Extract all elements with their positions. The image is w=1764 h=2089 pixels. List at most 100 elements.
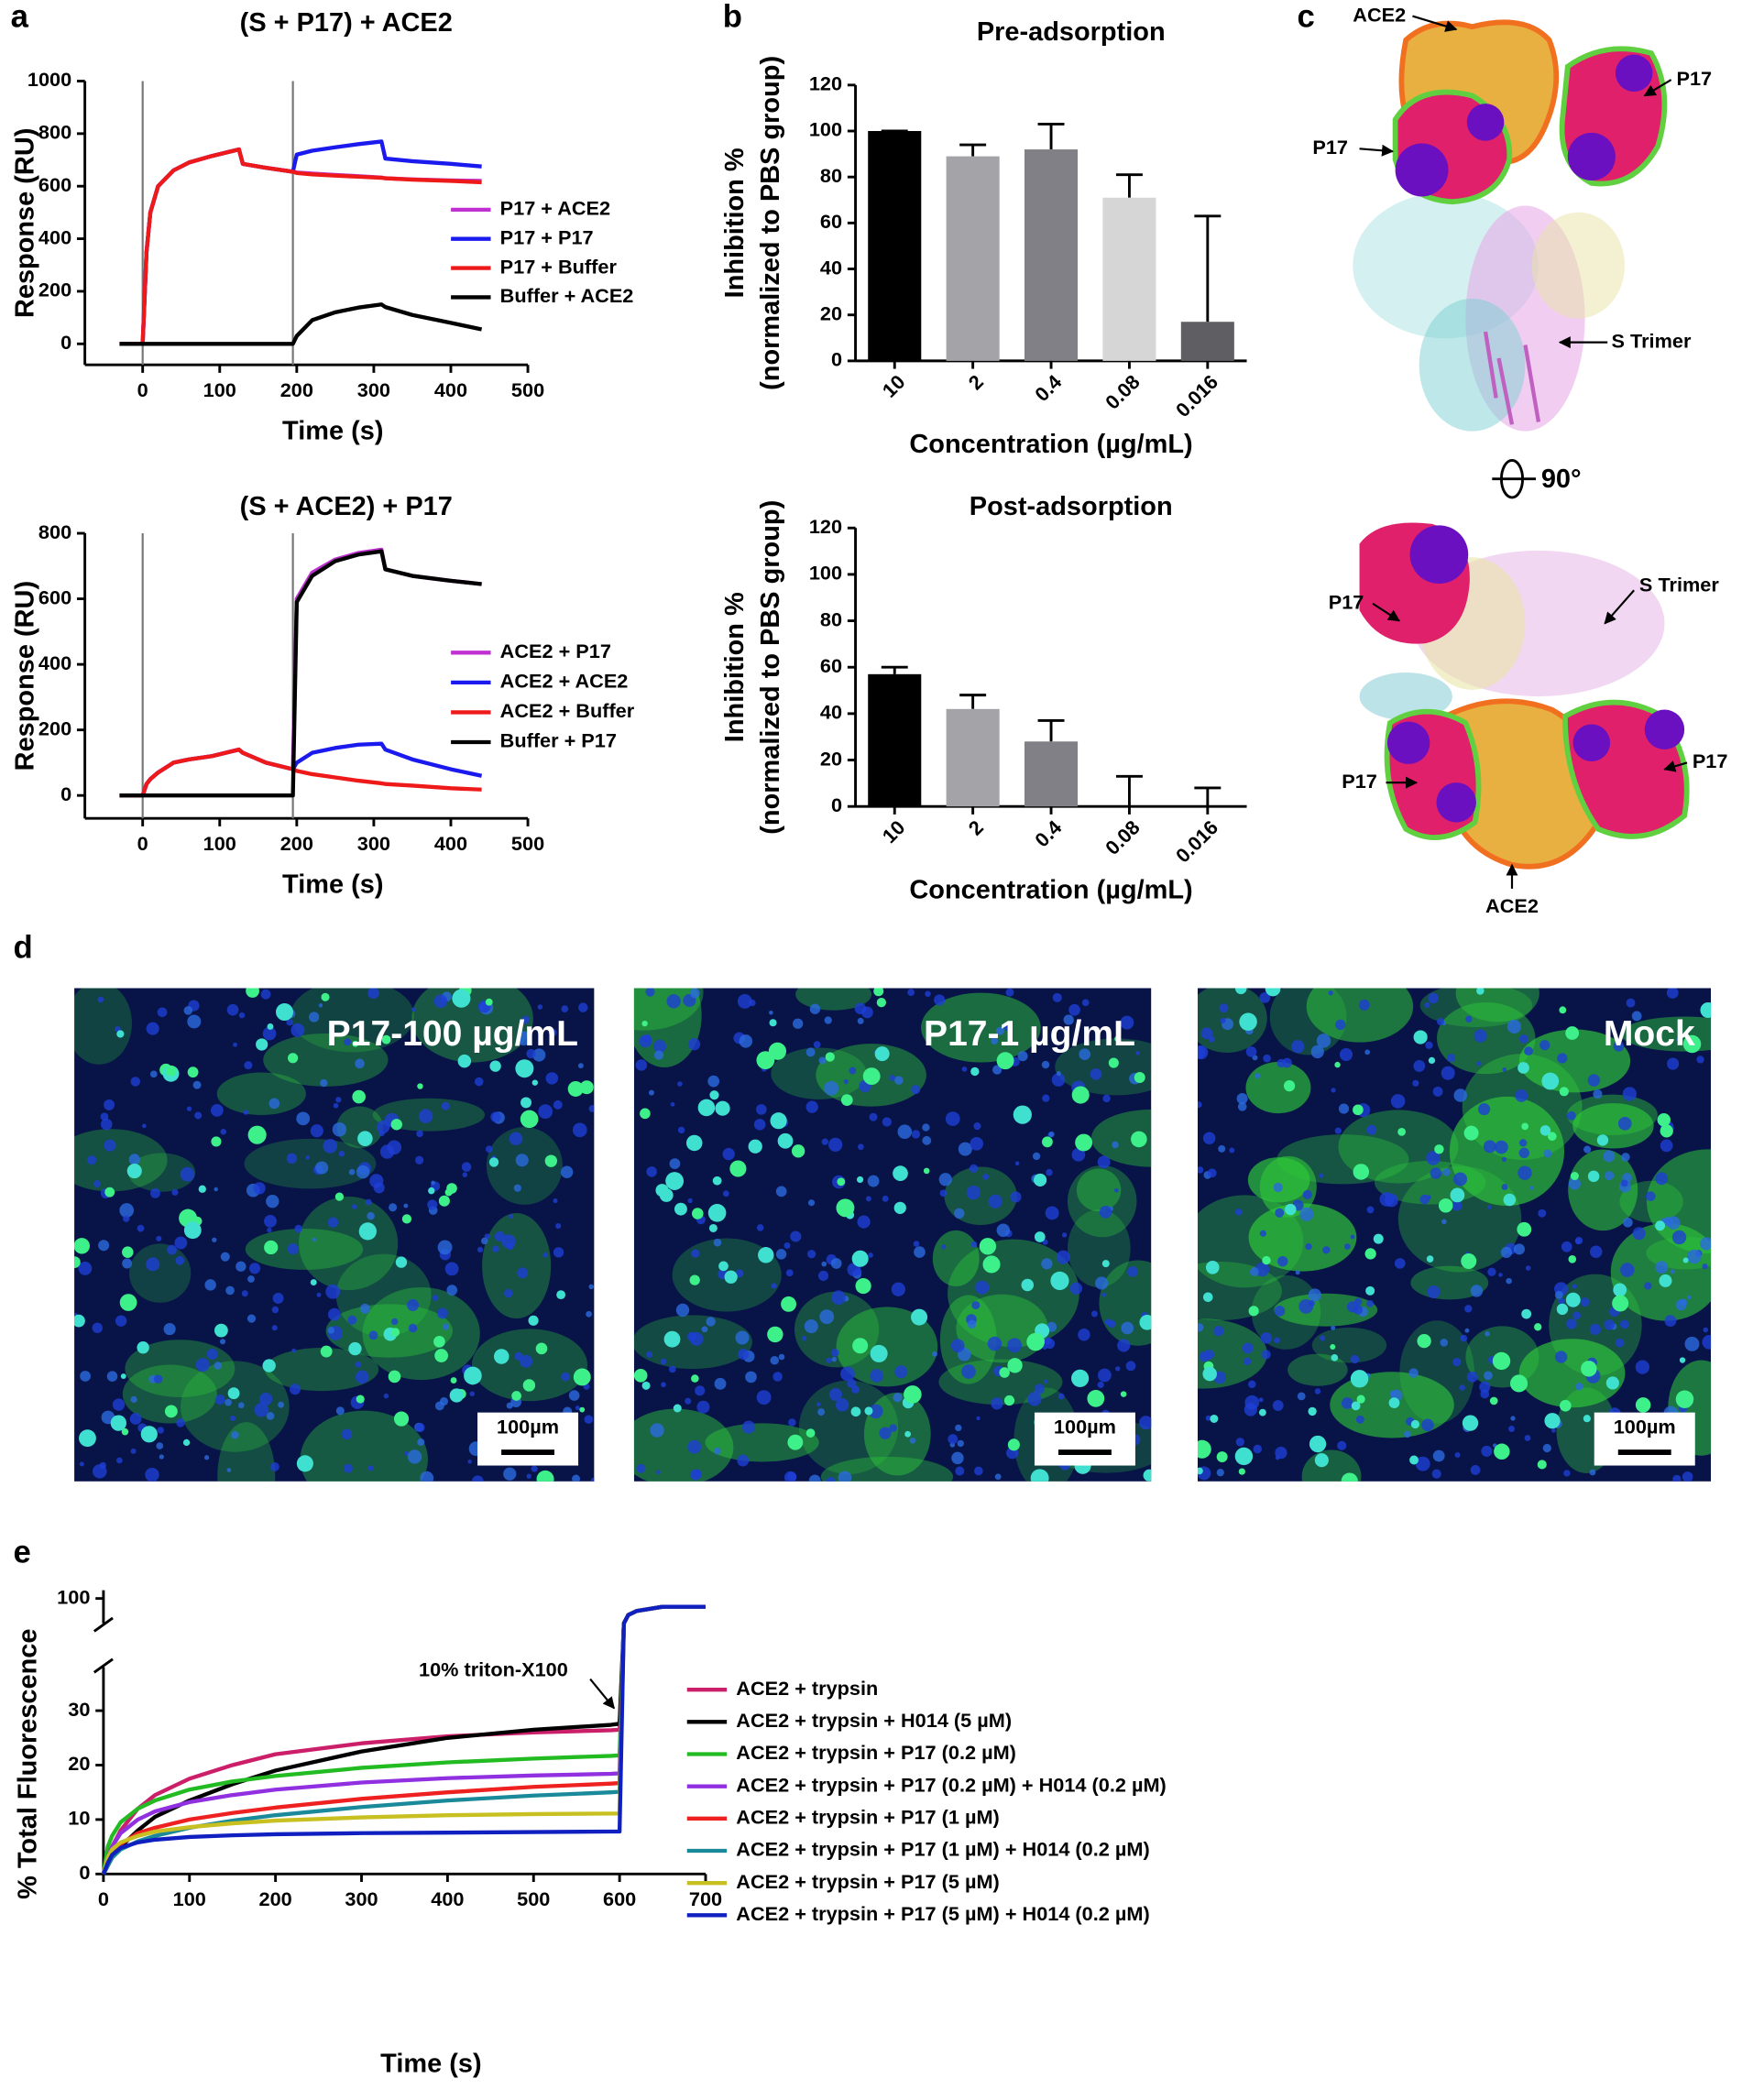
y-tick-label: 0 <box>60 331 71 354</box>
nucleus <box>1276 1058 1286 1068</box>
bright-spot <box>1210 1414 1219 1423</box>
bright-spot <box>121 1427 129 1436</box>
y-tick-label: 80 <box>820 607 842 630</box>
bright-spot <box>851 1250 869 1267</box>
nucleus <box>1044 1338 1056 1350</box>
chart-title: (S + P17) + ACE2 <box>240 8 453 38</box>
nucleus <box>462 1172 468 1177</box>
x-tick-label: 0.4 <box>1030 815 1066 851</box>
bright-spot <box>122 1246 134 1258</box>
nucleus <box>418 1109 433 1123</box>
nucleus <box>1350 1354 1360 1364</box>
cell-body <box>1455 988 1539 1023</box>
cell-body <box>263 1033 389 1087</box>
nucleus <box>1487 1205 1492 1209</box>
bright-spot <box>685 1134 703 1152</box>
nucleus <box>355 1361 362 1368</box>
nucleus <box>821 1261 827 1267</box>
nucleus <box>1626 998 1636 1008</box>
nucleus <box>1007 1338 1023 1353</box>
nucleus <box>689 988 700 999</box>
nucleus <box>1476 1061 1482 1066</box>
structure-label: P17 <box>1693 749 1728 772</box>
nucleus <box>1078 1329 1090 1341</box>
nucleus <box>1432 1086 1443 1097</box>
nucleus <box>106 1371 118 1382</box>
nucleus <box>1275 1208 1285 1218</box>
nucleus <box>826 1476 836 1482</box>
nucleus <box>1500 1246 1513 1258</box>
y-tick-label: 200 <box>38 279 71 301</box>
bright-spot <box>673 1404 682 1413</box>
nucleus <box>893 1393 903 1403</box>
bright-spot <box>665 1172 685 1190</box>
nucleus <box>517 1267 529 1279</box>
nucleus <box>431 1180 435 1186</box>
nucleus <box>749 999 756 1007</box>
nucleus <box>914 1246 926 1258</box>
bright-spot <box>1087 1389 1105 1407</box>
nucleus <box>578 1002 588 1012</box>
nucleus <box>538 1104 553 1120</box>
bright-spot <box>1461 1252 1477 1269</box>
bright-spot <box>1463 1125 1479 1141</box>
nucleus <box>415 1422 425 1433</box>
nucleus <box>490 1111 501 1122</box>
nucleus <box>1413 1060 1426 1072</box>
nucleus <box>359 1303 370 1314</box>
nucleus <box>824 1016 832 1024</box>
x-tick-label: 2 <box>964 815 988 839</box>
nucleus <box>80 1371 91 1382</box>
bright-spot <box>1675 1390 1694 1408</box>
nucleus <box>1572 1311 1582 1320</box>
nucleus <box>416 1130 423 1138</box>
nucleus <box>975 1280 990 1295</box>
nucleus <box>577 1063 584 1069</box>
nucleus <box>226 1003 239 1016</box>
y-tick-label: 600 <box>38 585 71 608</box>
cell-body <box>362 1286 480 1381</box>
nucleus <box>1566 1318 1577 1329</box>
bright-spot <box>1581 1361 1597 1377</box>
nucleus <box>441 1101 450 1110</box>
x-axis-label: Concentration (µg/mL) <box>909 430 1192 459</box>
bright-spot <box>691 1374 699 1383</box>
nucleus <box>957 1439 964 1448</box>
nucleus <box>1583 1145 1592 1154</box>
nucleus <box>79 1461 84 1467</box>
bright-spot <box>1559 1087 1569 1097</box>
nucleus <box>305 1155 310 1160</box>
cell-body <box>1287 1353 1348 1386</box>
nucleus <box>233 1042 237 1047</box>
nucleus <box>645 988 655 997</box>
bright-spot <box>1101 1260 1110 1268</box>
bright-spot <box>1308 1406 1317 1416</box>
nucleus <box>408 1323 418 1333</box>
nucleus <box>1645 1191 1656 1201</box>
series-line <box>119 747 482 798</box>
nucleus <box>995 1026 1004 1035</box>
nucleus <box>1034 1384 1045 1394</box>
bright-spot <box>535 1342 548 1355</box>
bright-spot <box>522 1379 536 1392</box>
bright-spot <box>641 1020 648 1027</box>
nucleus <box>214 1362 223 1370</box>
nucleus <box>1245 1046 1257 1057</box>
bright-spot <box>262 1359 276 1373</box>
bright-spot <box>1682 1034 1702 1054</box>
nucleus <box>130 1077 141 1087</box>
nucleus <box>1655 1172 1669 1186</box>
bright-spot <box>1258 1408 1266 1416</box>
nucleus <box>1014 1161 1020 1166</box>
nucleus <box>290 1023 305 1037</box>
cell-body <box>1067 1165 1137 1238</box>
panel-label: c <box>1298 0 1315 35</box>
legend-label: P17 + ACE2 <box>500 197 610 220</box>
bright-spot <box>724 1270 738 1284</box>
nucleus <box>1302 1189 1312 1199</box>
nucleus <box>367 1211 375 1220</box>
nucleus <box>958 1142 972 1156</box>
x-tick-label: 300 <box>345 1887 378 1910</box>
bright-spot <box>855 1277 871 1295</box>
bright-spot <box>856 1176 864 1184</box>
